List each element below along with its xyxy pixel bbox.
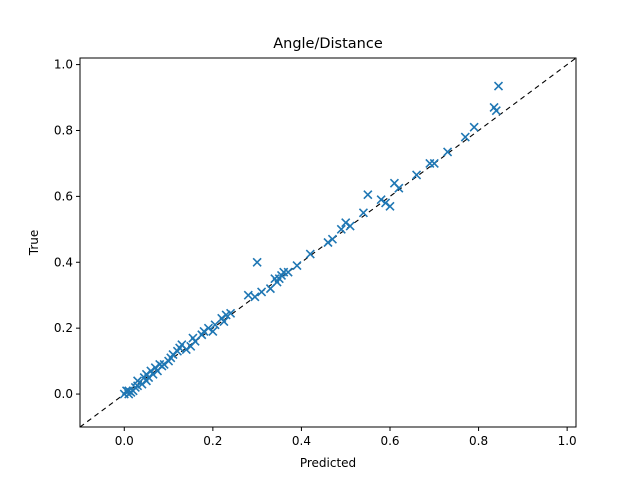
- data-point: [208, 326, 218, 337]
- y-tick-label: 0.6: [54, 189, 73, 203]
- data-point: [460, 132, 470, 142]
- x-tick-label: 0.2: [203, 434, 222, 448]
- data-point: [250, 292, 260, 302]
- axes-frame: [79, 57, 577, 428]
- data-point: [341, 218, 351, 228]
- x-tick-label: 0.6: [380, 434, 399, 448]
- data-point: [443, 147, 453, 157]
- data-point: [491, 106, 501, 116]
- data-point: [144, 373, 154, 383]
- data-point: [429, 158, 439, 168]
- data-point: [376, 195, 386, 205]
- y-axis-title: True: [27, 230, 41, 257]
- plot-area: [80, 58, 576, 427]
- data-point: [226, 308, 236, 318]
- x-axis: 0.0 0.2 0.4 0.6 0.8 1.0: [115, 427, 577, 448]
- data-point: [292, 260, 302, 271]
- data-point: [381, 198, 391, 208]
- data-point: [252, 257, 262, 267]
- data-point: [203, 323, 213, 333]
- data-point: [323, 237, 333, 248]
- data-point: [358, 208, 368, 218]
- data-point: [327, 234, 337, 244]
- chart-title: Angle/Distance: [273, 36, 383, 52]
- y-axis: 0.0 0.2 0.4 0.6 0.8 1.0: [54, 58, 80, 401]
- y-tick-label: 1.0: [54, 58, 73, 72]
- x-tick-label: 0.4: [292, 434, 311, 448]
- data-point: [199, 326, 209, 337]
- data-point: [363, 190, 373, 200]
- data-point: [133, 376, 143, 386]
- data-point: [385, 201, 395, 211]
- data-point: [469, 122, 479, 132]
- data-point: [257, 287, 267, 297]
- data-point: [243, 290, 253, 300]
- data-point: [412, 170, 422, 180]
- data-point: [181, 345, 191, 355]
- y-tick-label: 0.0: [54, 387, 73, 401]
- y-tick-label: 0.4: [54, 255, 73, 269]
- scatter-points: [119, 81, 504, 399]
- x-tick-label: 1.0: [558, 434, 577, 448]
- data-point: [219, 317, 229, 327]
- y-tick-label: 0.8: [54, 123, 73, 137]
- data-point: [345, 221, 355, 231]
- y-tick-label: 0.2: [54, 321, 73, 335]
- x-tick-label: 0.0: [115, 434, 134, 448]
- data-point: [148, 369, 158, 379]
- x-axis-title: Predicted: [300, 456, 356, 470]
- data-point: [336, 224, 346, 234]
- x-tick-label: 0.8: [469, 434, 488, 448]
- data-point: [283, 267, 293, 277]
- data-point: [394, 183, 404, 193]
- data-point: [305, 249, 315, 259]
- data-point: [493, 81, 504, 91]
